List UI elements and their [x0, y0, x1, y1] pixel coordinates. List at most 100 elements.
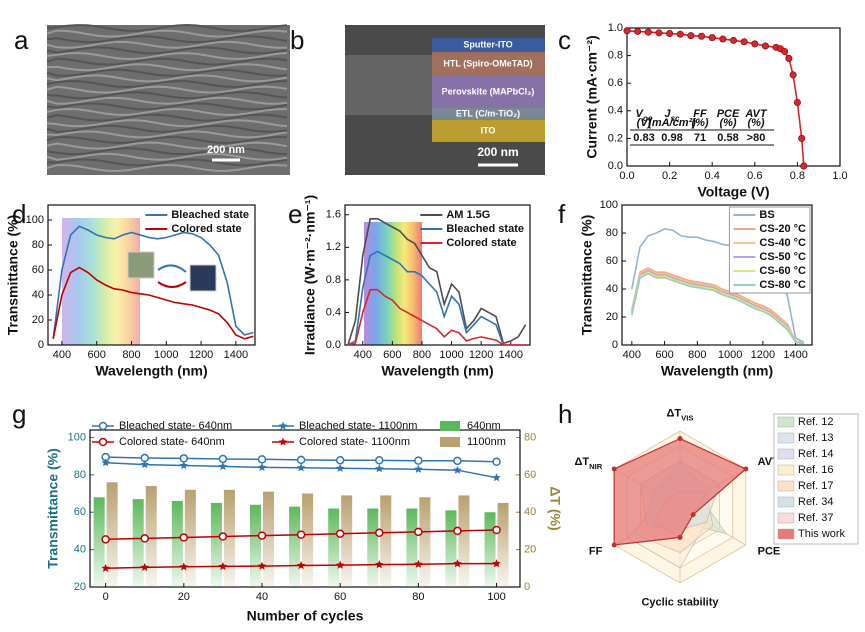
- x-tick-label: 1400: [224, 349, 248, 361]
- data-point: [375, 560, 384, 569]
- y2-tick-label: 60: [524, 469, 536, 481]
- data-point: [414, 456, 423, 465]
- bar: [145, 486, 157, 587]
- y2-axis-title: ΔT (%): [547, 486, 563, 530]
- data-point: [453, 456, 462, 466]
- y-axis-title: Transmittance (%): [45, 448, 61, 569]
- data-point: [375, 464, 384, 473]
- data-line: [52, 225, 254, 339]
- y-axis-title: Current (mA·cm⁻²): [584, 35, 600, 158]
- legend-label: Ref. 16: [798, 464, 833, 476]
- layer: [432, 38, 545, 52]
- legend-swatch: [777, 528, 795, 540]
- data-point: [179, 461, 189, 470]
- fiber: [46, 141, 288, 150]
- legend-swatch: [777, 512, 795, 524]
- layer: [432, 52, 545, 76]
- radar-axis-label: Cyclic stability: [641, 597, 719, 609]
- y-tick-label: 0.6: [608, 77, 623, 89]
- y-tick-label: 20: [606, 311, 618, 323]
- data-point: [414, 559, 423, 568]
- data-point: [453, 465, 462, 474]
- x-tick-label: 1000: [718, 349, 742, 361]
- bar: [341, 495, 353, 587]
- data-point: [492, 473, 501, 482]
- data-point: [257, 531, 267, 540]
- legend-frame: [728, 206, 811, 294]
- x-tick-label: 60: [334, 591, 346, 603]
- data-point: [375, 456, 384, 465]
- y-tick-label: 0: [38, 339, 44, 351]
- table-header-unit: (mA/cm²): [648, 117, 696, 129]
- data-point: [676, 30, 684, 38]
- y2-tick-label: 0: [524, 581, 530, 593]
- data-line: [347, 288, 526, 345]
- plot-area: [627, 30, 805, 166]
- data-point: [698, 32, 706, 40]
- radar-point: [611, 542, 617, 548]
- fiber: [46, 130, 288, 139]
- x-tick-label: 0.2: [662, 170, 677, 182]
- x-tick-label: 1200: [189, 349, 213, 361]
- data-point: [789, 71, 797, 79]
- data-point: [296, 463, 306, 472]
- data-point: [179, 533, 189, 542]
- y-tick-label: 0.2: [608, 132, 623, 144]
- bar: [132, 499, 144, 587]
- data-point: [666, 30, 674, 38]
- panel-label: h: [558, 399, 572, 429]
- fiber: [46, 85, 288, 94]
- legend-swatch: [440, 437, 460, 447]
- bar: [289, 506, 301, 587]
- legend-label: Ref. 34: [798, 496, 833, 508]
- data-point: [492, 457, 501, 467]
- bar: [419, 497, 431, 587]
- x-axis-title: Voltage (V): [697, 184, 769, 200]
- x-tick-label: 100: [487, 591, 505, 603]
- bar: [328, 508, 340, 587]
- y-axis-title: Irradiance (W·m⁻²·nm⁻¹): [302, 195, 318, 355]
- fiber: [46, 79, 288, 89]
- table-header: Voc: [636, 108, 653, 123]
- layer: [432, 108, 545, 120]
- table-header-symbol: V: [636, 108, 645, 120]
- arrow: [157, 264, 187, 273]
- data-point: [257, 561, 267, 570]
- data-point: [335, 463, 345, 472]
- layer-label: ETL (C/m-TiO₂): [456, 108, 520, 118]
- bar: [445, 510, 457, 587]
- fiber: [46, 35, 288, 44]
- data-line: [631, 269, 804, 345]
- radar-axis-label-main: ΔT: [666, 407, 681, 419]
- x-tick-label: 1400: [499, 349, 523, 361]
- legend-label: Ref. 14: [798, 448, 833, 460]
- legend-label: Bleached state: [171, 209, 249, 221]
- data-point: [453, 526, 462, 536]
- data-point: [785, 54, 793, 62]
- y2-tick-label: 80: [524, 431, 536, 443]
- radar-axis-label-main: ΔT: [574, 456, 589, 468]
- x-tick-label: 1400: [783, 349, 807, 361]
- legend-label: CS-20 °C: [759, 223, 806, 235]
- data-point: [375, 528, 384, 538]
- data-point: [623, 27, 631, 35]
- plot-frame: [344, 204, 531, 346]
- data-point: [335, 529, 345, 538]
- data-point: [414, 464, 423, 473]
- radar-point: [743, 466, 749, 472]
- legend-label: Colored state: [446, 237, 516, 249]
- data-point: [751, 40, 759, 48]
- x-tick-label: 0: [103, 591, 109, 603]
- data-point: [101, 535, 110, 544]
- y-tick-label: 80: [606, 227, 618, 239]
- fiber: [46, 163, 288, 173]
- layer-label: ITO: [481, 125, 496, 135]
- data-point: [140, 562, 149, 571]
- table-header-unit: (V): [637, 117, 652, 129]
- legend-swatch: [440, 421, 460, 431]
- layer: [432, 76, 545, 108]
- fiber: [46, 152, 288, 161]
- legend-label: Bleached state: [446, 223, 524, 235]
- data-line: [631, 272, 804, 345]
